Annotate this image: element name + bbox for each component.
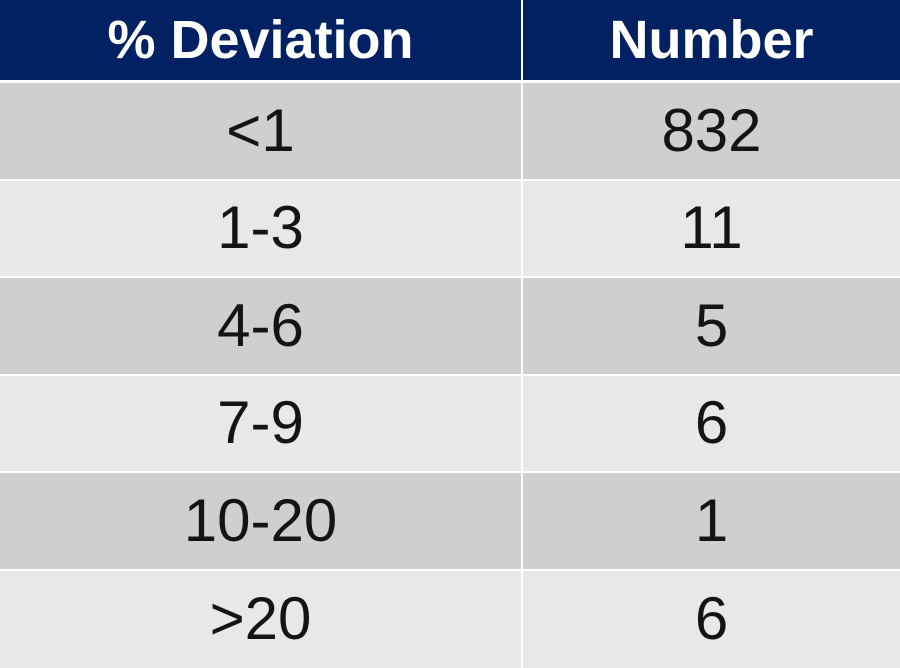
deviation-cell: 10-20 <box>0 473 523 571</box>
deviation-cell: 4-6 <box>0 278 523 376</box>
number-cell: 1 <box>523 473 900 571</box>
header-deviation: % Deviation <box>0 0 523 83</box>
deviation-cell: <1 <box>0 83 523 181</box>
number-cell: 5 <box>523 278 900 376</box>
number-cell: 6 <box>523 375 900 473</box>
deviation-cell: 1-3 <box>0 180 523 278</box>
deviation-cell: 7-9 <box>0 375 523 473</box>
number-cell: 6 <box>523 570 900 668</box>
deviation-cell: >20 <box>0 570 523 668</box>
number-cell: 11 <box>523 180 900 278</box>
number-cell: 832 <box>523 83 900 181</box>
header-number: Number <box>523 0 900 83</box>
